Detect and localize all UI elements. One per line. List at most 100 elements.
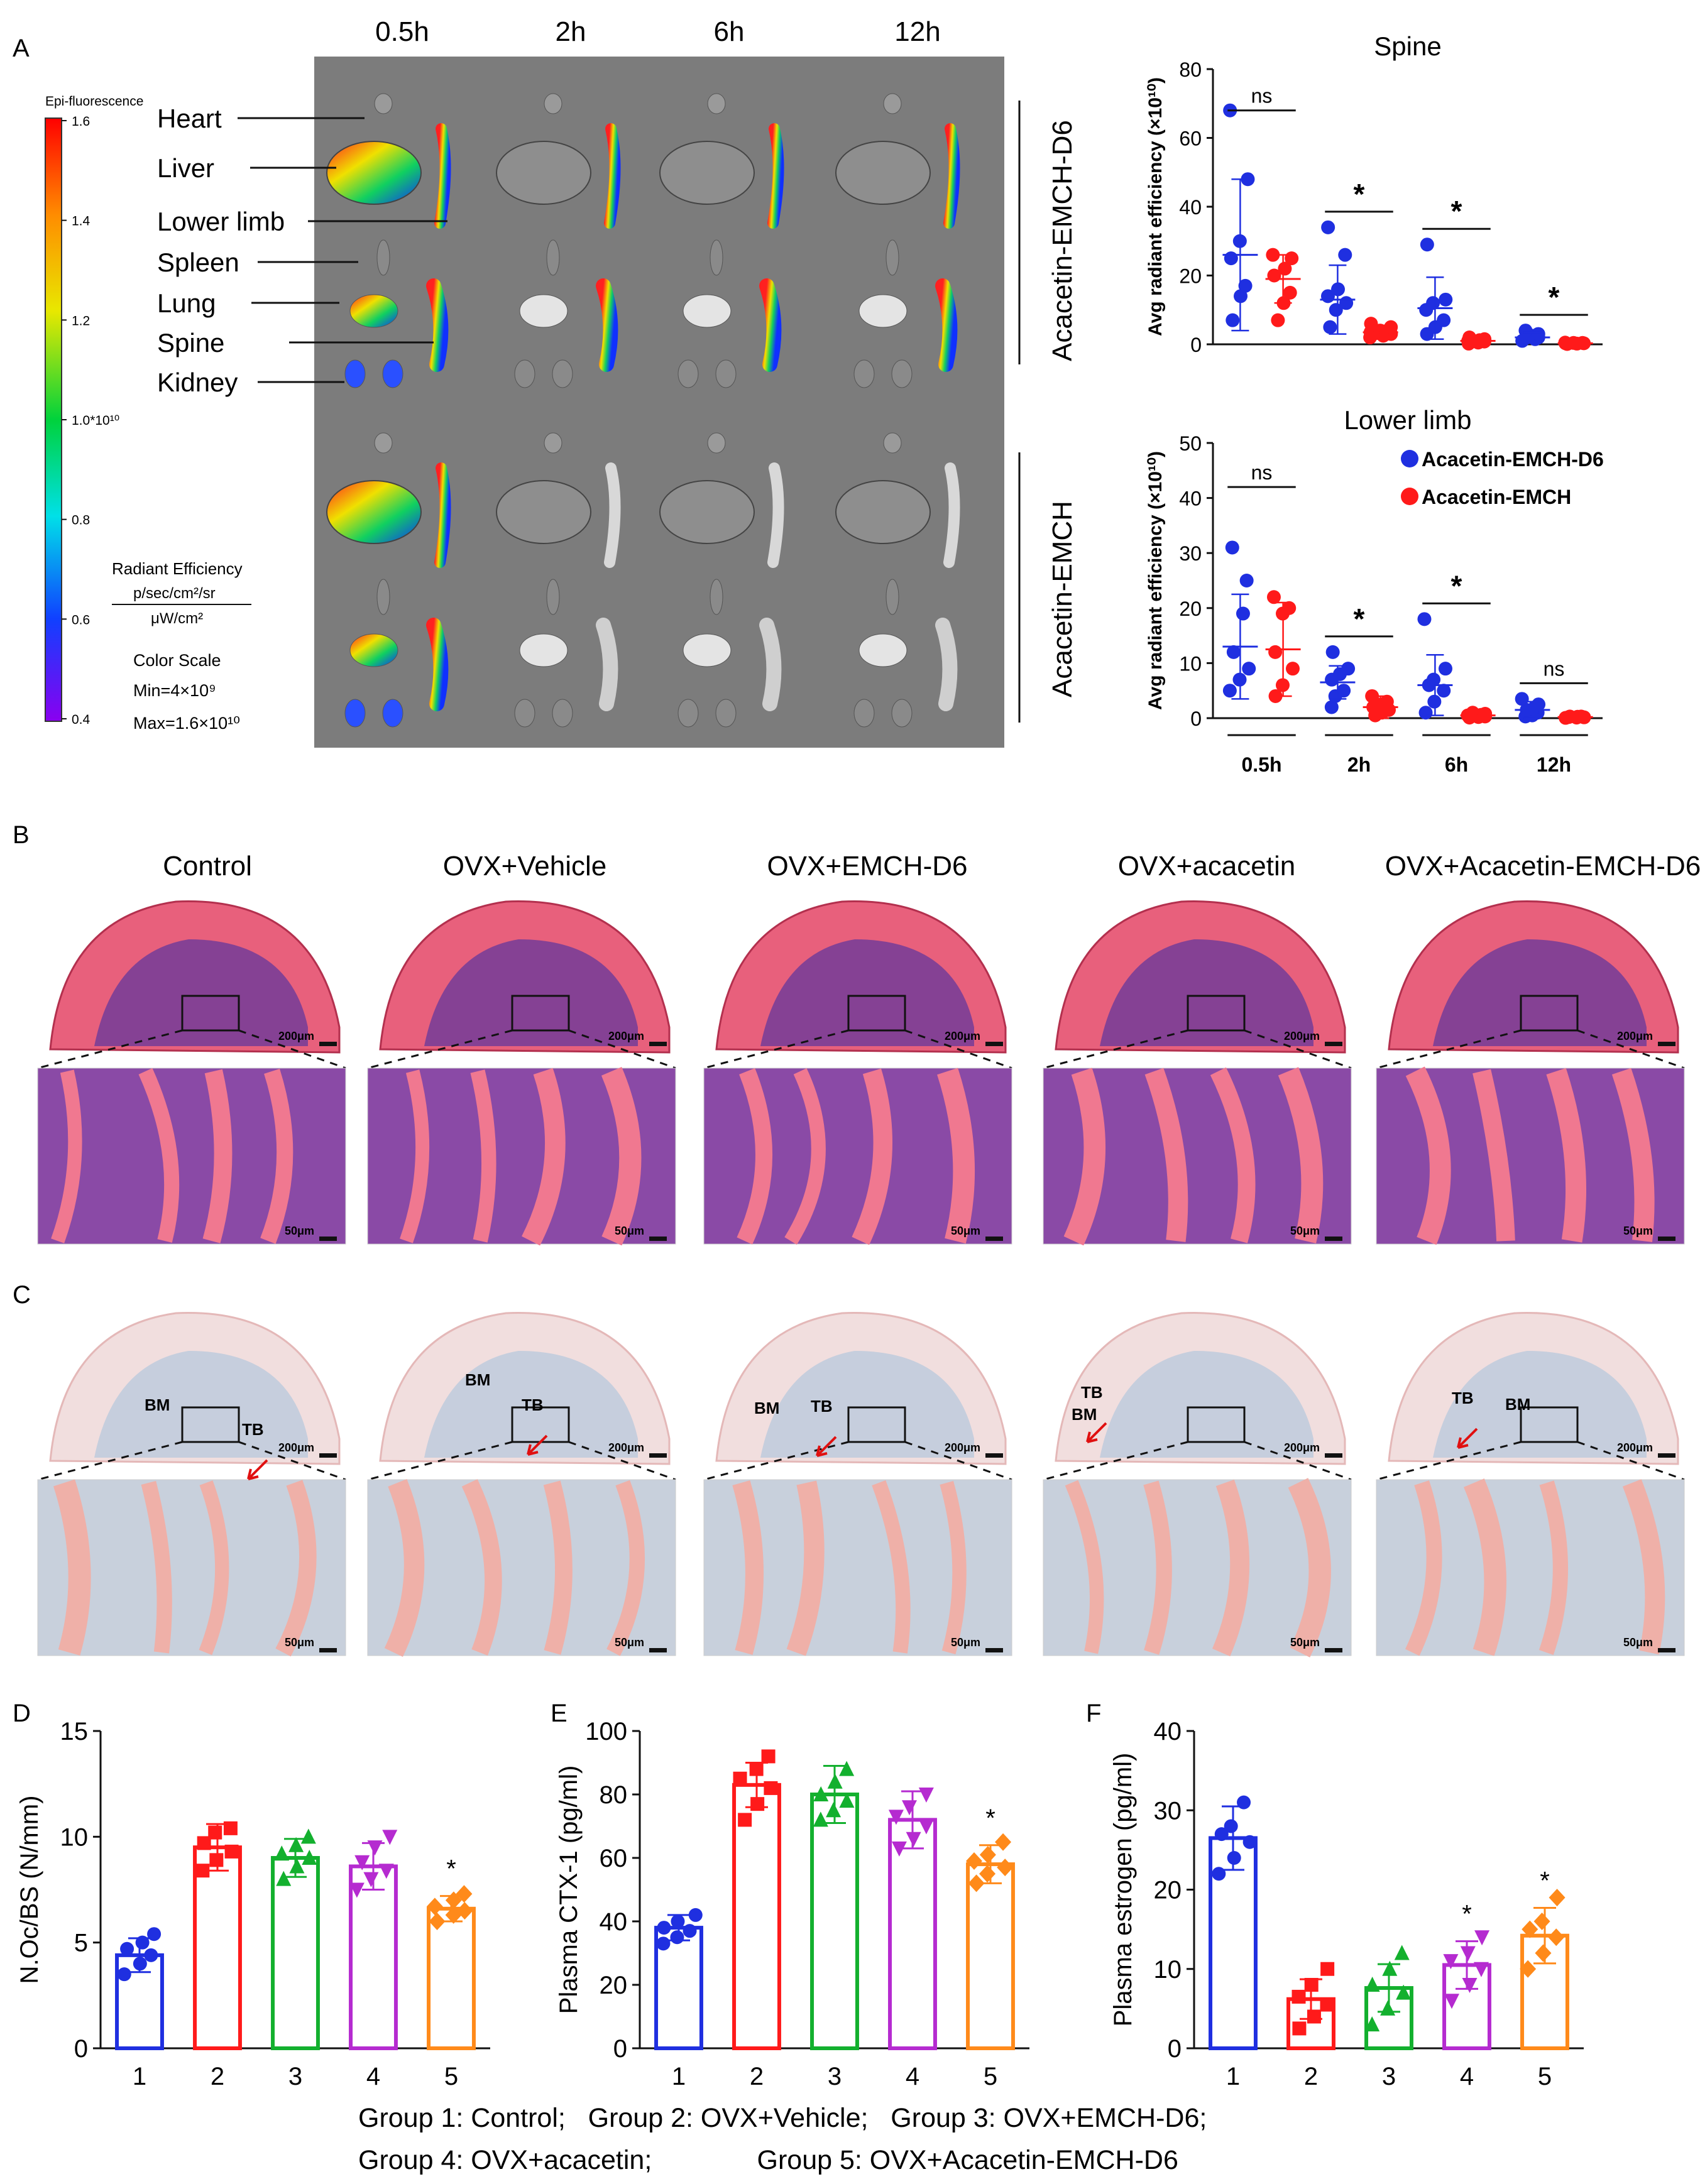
data-point <box>1437 313 1451 327</box>
significance-marker: * <box>1451 195 1462 227</box>
organ-label: Heart <box>157 104 222 133</box>
y-tick-label: 40 <box>600 1908 628 1936</box>
scale-bar <box>1325 1453 1342 1458</box>
kidney-organ <box>382 699 403 728</box>
zoom-guide-line <box>367 1029 513 1069</box>
y-tick-label: 50 <box>1179 432 1202 455</box>
data-point <box>1462 1978 1478 1993</box>
data-point <box>1242 1835 1257 1849</box>
spleen-organ <box>710 579 723 615</box>
data-point <box>906 1832 921 1847</box>
data-point <box>918 1788 934 1803</box>
zoom-guide-line <box>703 1441 849 1481</box>
scale-bar <box>985 1237 1003 1241</box>
y-axis-label: Avg radiant efficiency (×10¹⁰) <box>1145 451 1166 710</box>
spine-organ <box>596 278 618 372</box>
data-point <box>968 1874 985 1892</box>
y-tick-label: 20 <box>1179 598 1202 620</box>
marrow-overview <box>1100 939 1313 1046</box>
data-point <box>378 1864 394 1879</box>
histology-group-title: OVX+acacetin <box>1118 851 1296 882</box>
zoom-guide-line <box>568 1029 676 1069</box>
lung-organ <box>683 633 732 667</box>
y-tick-label: 15 <box>60 1718 89 1745</box>
y-tick-label: 0 <box>1190 707 1202 730</box>
zoom-guide-line <box>904 1029 1012 1069</box>
histology-group-title: OVX+Acacetin-EMCH-D6 <box>1385 851 1700 882</box>
data-point <box>1292 2021 1307 2036</box>
zoom-guide-line <box>904 1441 1012 1481</box>
scale-bar-label: 50μm <box>1623 1636 1653 1649</box>
scale-bar <box>1658 1042 1675 1046</box>
scale-bar-label: 200μm <box>1284 1441 1320 1454</box>
trabecula <box>1210 1067 1256 1243</box>
bm-label: BM <box>1072 1405 1097 1424</box>
significance-marker: * <box>1540 1867 1550 1895</box>
scale-bar-label: 50μm <box>1290 1636 1320 1649</box>
spine-organ <box>596 618 618 711</box>
trabecula <box>852 1068 892 1245</box>
lung-organ <box>683 294 732 328</box>
bm-label: BM <box>465 1370 490 1389</box>
x-tick-label: 2 <box>211 2063 224 2090</box>
y-tick-label: 40 <box>1179 196 1202 219</box>
marrow-overview <box>1100 1351 1313 1458</box>
trabecula <box>53 1479 91 1656</box>
data-point <box>195 1864 210 1878</box>
data-point <box>274 1845 290 1861</box>
liver-organ <box>496 141 591 205</box>
data-point <box>979 1865 996 1883</box>
marrow-overview <box>1433 1351 1647 1458</box>
tb-label: TB <box>1081 1383 1103 1402</box>
data-point <box>1323 320 1337 334</box>
kidney-organ <box>382 359 403 388</box>
data-point <box>1214 1827 1229 1842</box>
trabecula <box>1463 1478 1506 1656</box>
panel-label-b: B <box>13 821 30 849</box>
marrow-overview <box>94 939 308 1046</box>
data-point <box>670 1930 684 1945</box>
trabecula <box>1405 1066 1451 1245</box>
legend-swatch <box>1401 450 1418 467</box>
trabecula <box>1144 1067 1188 1242</box>
colorbar-tick-label: 0.6 <box>72 613 90 627</box>
colorbar: Epi-fluorescence 1.6 1.4 1.2 1.0*10¹⁰ 0.8 0.6… <box>45 94 251 733</box>
tb-label: TB <box>811 1397 833 1416</box>
region-of-interest-box <box>181 995 240 1032</box>
data-point <box>1473 1962 1489 1977</box>
red-arrow <box>816 1436 837 1457</box>
y-tick-label: 100 <box>585 1718 627 1745</box>
trabecula <box>384 1478 425 1657</box>
trabecula <box>199 1480 229 1656</box>
data-point <box>902 1800 918 1816</box>
trabecula <box>737 1068 773 1245</box>
legend-swatch <box>1401 488 1418 505</box>
colorbar-tick-label: 1.6 <box>72 114 90 129</box>
lower-limb-organ <box>943 123 960 229</box>
y-tick-label: 60 <box>600 1845 628 1872</box>
tb-label: TB <box>522 1395 544 1414</box>
data-point <box>671 1914 685 1928</box>
scale-bar-label: 200μm <box>945 1441 980 1454</box>
data-point <box>1285 251 1299 266</box>
region-of-interest-box <box>847 1406 906 1443</box>
bm-label: BM <box>1505 1395 1530 1414</box>
data-point <box>1437 684 1451 698</box>
kidney-organ <box>552 699 573 728</box>
data-point <box>1266 590 1281 604</box>
data-point <box>1380 2000 1396 2016</box>
trabecula <box>601 1067 642 1246</box>
histology-group-title: OVX+EMCH-D6 <box>767 851 967 882</box>
data-point <box>1338 248 1352 262</box>
trabecula <box>400 1069 430 1243</box>
trabecula <box>732 1480 764 1655</box>
scale-bar-label: 50μm <box>1623 1225 1653 1237</box>
kidney-organ <box>344 359 366 388</box>
bar <box>888 1818 937 2050</box>
data-point <box>1518 324 1533 338</box>
liver-organ <box>326 480 422 544</box>
significance-marker: * <box>1549 281 1560 314</box>
scale-bar-label: 200μm <box>278 1030 314 1042</box>
data-point <box>1238 278 1253 293</box>
